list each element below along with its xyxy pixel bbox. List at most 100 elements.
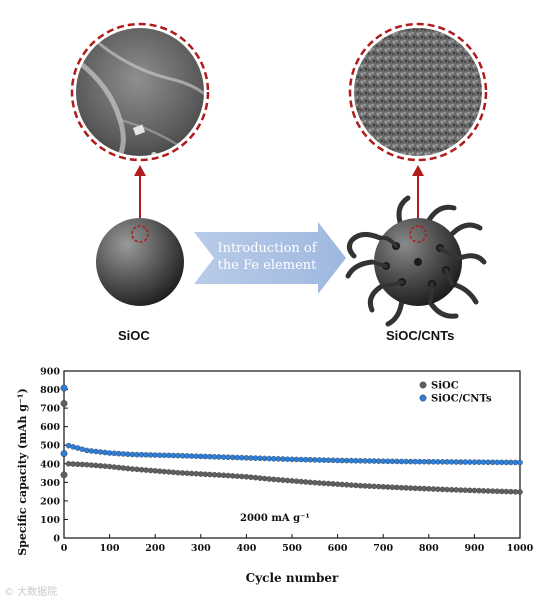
x-tick-label: 1000 (507, 543, 534, 554)
data-point (289, 478, 295, 484)
sem-image-sioc (70, 22, 210, 162)
data-point (325, 480, 332, 487)
data-point (152, 468, 158, 474)
x-tick-label: 0 (61, 543, 68, 554)
data-point (239, 473, 245, 480)
data-point (248, 474, 254, 480)
y-tick-label: 0 (53, 534, 60, 545)
data-point (60, 450, 68, 457)
data-point (257, 475, 263, 481)
y-axis-label: Specific capacity (mAh g⁻¹) (16, 388, 29, 556)
data-point (243, 474, 250, 480)
data-point (93, 462, 99, 469)
data-point (125, 465, 131, 472)
x-tick-label: 900 (464, 543, 484, 554)
data-point (60, 384, 68, 392)
data-point (97, 463, 104, 469)
data-point (298, 478, 304, 485)
data-point (184, 470, 190, 476)
legend-label: SiOC/CNTs (431, 394, 492, 405)
data-point (115, 464, 122, 471)
data-point (115, 450, 122, 457)
sem-image-sioc-cnts (348, 22, 488, 162)
x-tick-label: 500 (282, 543, 302, 554)
data-point (157, 468, 163, 474)
x-tick-label: 100 (100, 543, 120, 554)
data-point (93, 448, 99, 455)
data-point (266, 476, 272, 482)
data-point (111, 464, 117, 470)
data-point (275, 476, 282, 483)
legend-label: SiOC (431, 381, 459, 392)
x-tick-label: 600 (328, 543, 348, 554)
y-axis-ticks: 0 100 200 300 400 500 600 700 800 900 (40, 367, 68, 545)
y-tick-label: 800 (40, 385, 60, 396)
data-point (211, 472, 218, 478)
data-point (134, 466, 140, 473)
data-point (120, 451, 127, 457)
data-point (353, 482, 359, 489)
data-point (261, 475, 268, 482)
data-point (234, 473, 241, 479)
data-point (60, 400, 68, 407)
legend: SiOC SiOC/CNTs (419, 381, 492, 405)
data-point (70, 444, 76, 450)
series-sioc (60, 400, 523, 495)
cycling-chart: 0 100 200 300 400 500 600 700 800 900 1000 0 100 200… (16, 367, 534, 586)
data-point (147, 467, 154, 474)
arrow-text: Introduction of the Fe element (214, 240, 320, 274)
data-point (293, 478, 300, 484)
x-tick-label: 400 (236, 543, 256, 554)
data-point (307, 479, 313, 486)
data-point (175, 469, 181, 476)
x-tick-label: 300 (191, 543, 211, 554)
sioc-cnts-label: SiOC/CNTs (386, 328, 455, 343)
data-point (229, 473, 236, 479)
data-point (271, 476, 277, 483)
series-points (60, 384, 523, 495)
data-point (106, 450, 113, 456)
sioc-sphere (96, 218, 184, 306)
data-point (84, 461, 90, 468)
x-tick-label: 200 (145, 543, 165, 554)
sem-border-left (70, 22, 210, 162)
process-arrow (194, 222, 346, 294)
data-point (125, 451, 131, 457)
data-point (138, 466, 145, 473)
data-point (170, 469, 177, 476)
data-point (216, 472, 222, 478)
current-density-annotation: 2000 mA g⁻¹ (240, 513, 310, 524)
y-tick-label: 900 (40, 367, 60, 378)
data-point (280, 477, 286, 483)
data-point (334, 481, 341, 487)
data-point (207, 471, 213, 478)
data-point (517, 459, 523, 466)
x-tick-label: 700 (373, 543, 393, 554)
data-point (102, 449, 108, 456)
data-point (166, 469, 172, 475)
data-point (312, 479, 318, 486)
data-point (343, 482, 350, 488)
data-point (321, 480, 327, 487)
data-point (79, 446, 85, 452)
data-point (302, 479, 309, 485)
series-sioc-cnts (60, 384, 523, 466)
data-point (102, 463, 108, 469)
data-point (74, 445, 81, 451)
data-point (193, 470, 199, 477)
data-point (60, 471, 68, 479)
data-point (252, 474, 259, 481)
sioc-label: SiOC (118, 328, 150, 343)
data-point (143, 467, 149, 473)
data-point (284, 477, 291, 484)
y-tick-label: 500 (40, 441, 60, 452)
data-point (120, 465, 127, 471)
legend-marker (419, 381, 427, 389)
data-point (84, 447, 90, 454)
watermark: © 大数据院 (4, 587, 58, 598)
y-tick-label: 200 (40, 496, 60, 507)
data-point (220, 472, 227, 479)
data-point (188, 470, 195, 477)
data-point (330, 481, 336, 487)
y-tick-label: 100 (40, 515, 60, 526)
